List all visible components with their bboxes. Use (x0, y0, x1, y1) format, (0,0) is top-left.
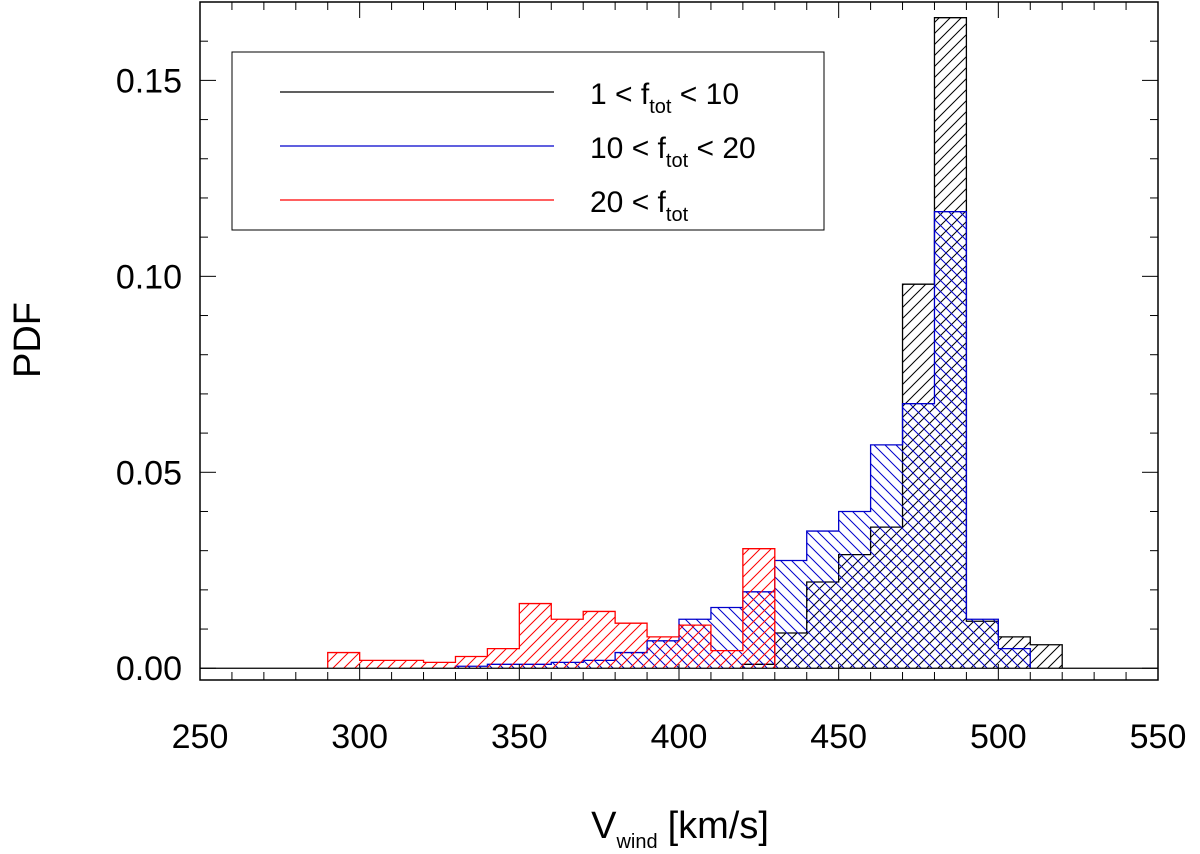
bar-series2-370 (583, 611, 616, 669)
x-axis-title-main: V (591, 805, 617, 847)
series-2 (327, 548, 776, 669)
y-tick-label: 0.05 (116, 454, 182, 492)
legend-label-post: < 20 (688, 132, 756, 165)
axis-ticks (199, 1, 1159, 680)
bar-series1-500 (998, 648, 1031, 669)
legend-label-pre: 1 < f (590, 78, 650, 111)
legend-label-0: 1 < ftot < 10 (590, 78, 739, 118)
bar-series1-440 (806, 531, 839, 669)
y-tick-label: 0.00 (116, 650, 182, 688)
tick-labels: 250 300 350 400 450 500 550 0.00 0.05 0.10 0.15 (116, 62, 1187, 756)
x-tick-label: 350 (491, 718, 548, 756)
x-tick-label: 250 (172, 718, 229, 756)
bar-series2-410 (710, 650, 743, 669)
bar-series2-340 (487, 648, 520, 669)
bar-series2-290 (327, 652, 360, 669)
legend-label-2: 20 < ftot (590, 186, 689, 226)
bar-series2-300 (359, 660, 392, 669)
y-axis-title: PDF (7, 302, 49, 378)
bar-series2-310 (391, 660, 424, 669)
series-outline-2 (327, 548, 776, 669)
x-tick-label: 300 (331, 718, 388, 756)
legend-label-sub: tot (666, 150, 689, 172)
bar-series2-360 (551, 619, 584, 669)
bar-series2-390 (647, 636, 679, 669)
y-tick-label: 0.10 (116, 258, 182, 296)
legend-label-1: 10 < ftot < 20 (590, 132, 756, 172)
legend-label-sub: tot (666, 204, 689, 226)
legend-label-pre: 20 < f (590, 186, 667, 219)
bar-series1-490 (966, 619, 999, 669)
bar-series1-450 (838, 511, 871, 669)
x-tick-label: 500 (970, 718, 1027, 756)
x-tick-label: 450 (810, 718, 867, 756)
bar-series2-380 (615, 623, 648, 669)
bar-series2-420 (742, 548, 775, 669)
x-axis-title-sub: wind (615, 831, 657, 853)
legend-label-pre: 10 < f (590, 132, 667, 165)
bar-series1-480 (934, 211, 967, 669)
y-tick-label: 0.15 (116, 62, 182, 100)
bar-series1-470 (902, 403, 935, 669)
bar-series2-400 (679, 625, 711, 669)
x-tick-label: 400 (651, 718, 708, 756)
x-tick-label: 550 (1130, 718, 1187, 756)
legend-label-post: < 10 (671, 78, 739, 111)
bar-series2-330 (455, 656, 488, 669)
x-axis-title-unit: [km/s] (668, 805, 769, 847)
series-1 (454, 211, 1031, 669)
bar-series2-350 (519, 603, 552, 669)
bar-series1-460 (870, 444, 903, 669)
bar-series2-320 (423, 662, 456, 669)
bar-series0-510 (1030, 644, 1063, 669)
legend-label-sub: tot (649, 96, 672, 118)
bar-series1-430 (774, 560, 807, 669)
x-axis-title: Vwind [km/s] (591, 805, 769, 853)
